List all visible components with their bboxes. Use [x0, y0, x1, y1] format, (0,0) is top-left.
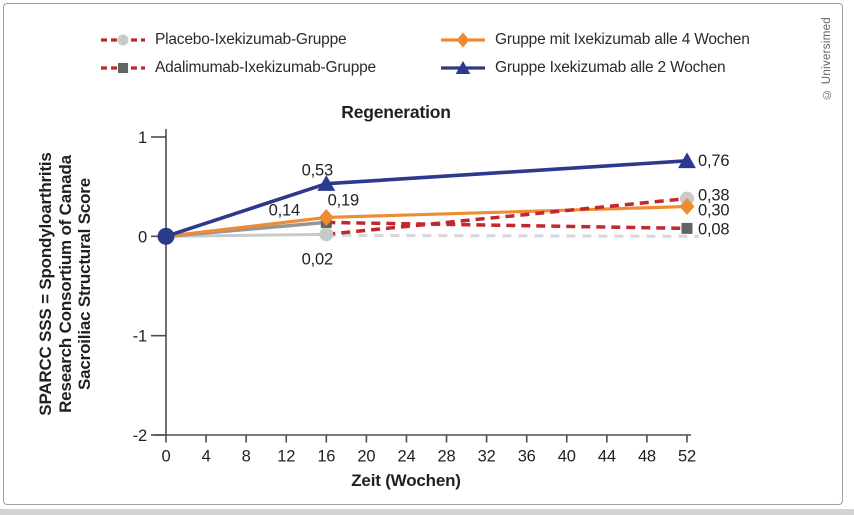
legend-label-adalimumab: Adalimumab-Ixekizumab-Gruppe — [155, 59, 376, 76]
point-label: 0,14 — [269, 201, 300, 219]
legend-label-ixekizumab-q4w: Gruppe mit Ixekizumab alle 4 Wochen — [495, 31, 750, 48]
legend-item-ixekizumab-q4w: Gruppe mit Ixekizumab alle 4 Wochen — [440, 31, 750, 49]
x-axis-label: Zeit (Wochen) — [351, 471, 461, 490]
series-2-diamond-marker — [679, 198, 695, 216]
legend-item-placebo: Placebo-Ixekizumab-Gruppe — [100, 31, 347, 49]
chart-title: Regeneration — [341, 102, 451, 122]
series-3-circle-marker — [157, 227, 175, 245]
legend-sample-q4w-icon — [441, 32, 485, 48]
legend-sample-q2w-icon — [441, 61, 485, 74]
series-1-square-marker — [681, 222, 693, 234]
x-tick-label: 4 — [202, 448, 211, 466]
series-3-triangle-marker — [317, 175, 336, 191]
series-0-circle-marker — [319, 227, 334, 242]
legend-label-placebo: Placebo-Ixekizumab-Gruppe — [155, 31, 347, 48]
point-label: 0,19 — [328, 191, 359, 209]
x-tick-label: 20 — [357, 448, 375, 466]
legend-square-marker — [118, 63, 128, 73]
zero-reference-line — [326, 233, 700, 238]
x-tick-label: 44 — [598, 448, 616, 466]
x-tick-label: 12 — [277, 448, 295, 466]
legend-item-ixekizumab-q2w: Gruppe Ixekizumab alle 2 Wochen — [440, 59, 726, 77]
x-tick-label: 24 — [397, 448, 415, 466]
legend-triangle-marker — [455, 61, 471, 74]
x-tick-label: 40 — [558, 448, 576, 466]
x-tick-label: 0 — [162, 448, 171, 466]
point-label: 0,38 — [698, 187, 729, 205]
x-tick-label: 16 — [317, 448, 335, 466]
point-label: 0,30 — [698, 202, 729, 220]
series-3-triangle-marker — [678, 152, 696, 169]
x-tick-label: 8 — [242, 448, 251, 466]
x-tick-label: 48 — [638, 448, 656, 466]
y-tick-label: -2 — [133, 427, 147, 445]
x-tick-label: 52 — [678, 448, 696, 466]
x-tick-label: 36 — [518, 448, 536, 466]
y-tick-label: -1 — [133, 328, 147, 346]
series-line-1 — [326, 220, 688, 231]
legend-sample-adalimumab-icon — [101, 63, 145, 73]
legend-item-adalimumab: Adalimumab-Ixekizumab-Gruppe — [100, 59, 376, 77]
x-tick-label: 28 — [438, 448, 456, 466]
series-line-3 — [165, 159, 688, 239]
series-line-0 — [165, 232, 327, 238]
legend-diamond-marker — [456, 32, 470, 48]
point-label: 0,53 — [302, 162, 333, 180]
series-line-0 — [326, 196, 688, 237]
figure-card — [3, 3, 843, 505]
point-label: 0,08 — [698, 220, 729, 238]
bottom-strip — [0, 509, 854, 515]
x-tick-label: 32 — [478, 448, 496, 466]
legend-label-ixekizumab-q2w: Gruppe Ixekizumab alle 2 Wochen — [495, 59, 726, 76]
point-label: 0,76 — [698, 152, 729, 170]
y-tick-label: 1 — [138, 129, 147, 147]
legend-circle-marker — [117, 34, 129, 46]
y-tick-label: 0 — [138, 228, 147, 246]
legend-sample-placebo-icon — [101, 34, 145, 46]
series-2-diamond-marker — [318, 208, 334, 226]
point-label: 0,02 — [302, 250, 333, 268]
